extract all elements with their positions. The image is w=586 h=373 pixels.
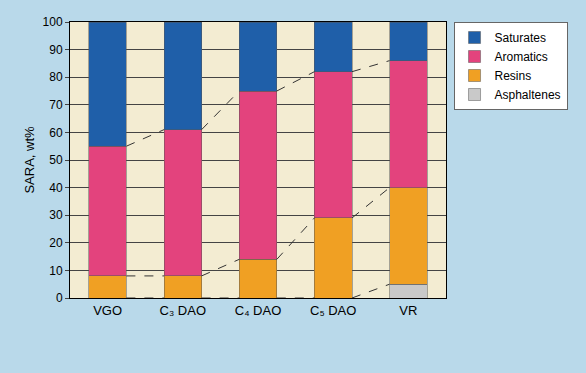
- svg-text:Saturates: Saturates: [495, 31, 546, 45]
- svg-text:Asphaltenes: Asphaltenes: [495, 88, 561, 102]
- svg-text:10: 10: [49, 264, 63, 278]
- svg-text:Aromatics: Aromatics: [495, 50, 548, 64]
- svg-text:C₅ DAO: C₅ DAO: [310, 303, 356, 318]
- svg-text:VR: VR: [399, 303, 417, 318]
- svg-text:60: 60: [49, 126, 63, 140]
- svg-text:0: 0: [56, 291, 63, 305]
- svg-text:90: 90: [49, 43, 63, 57]
- svg-text:C₃ DAO: C₃ DAO: [160, 303, 206, 318]
- svg-text:30: 30: [49, 208, 63, 222]
- svg-text:40: 40: [49, 181, 63, 195]
- svg-text:50: 50: [49, 153, 63, 167]
- svg-text:Resins: Resins: [495, 69, 532, 83]
- svg-text:80: 80: [49, 70, 63, 84]
- svg-text:VGO: VGO: [93, 303, 122, 318]
- svg-text:SARA, wt%: SARA, wt%: [22, 126, 37, 194]
- svg-text:C₄ DAO: C₄ DAO: [235, 303, 281, 318]
- svg-text:100: 100: [43, 15, 63, 29]
- svg-text:70: 70: [49, 98, 63, 112]
- svg-text:20: 20: [49, 236, 63, 250]
